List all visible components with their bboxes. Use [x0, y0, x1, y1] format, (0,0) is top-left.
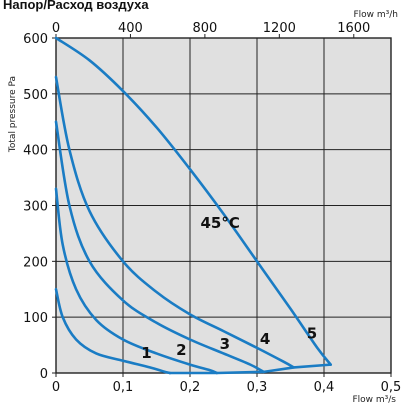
curve-1 [54, 287, 172, 375]
y-tick-label: 200 [23, 255, 48, 270]
bottom-x-ticks: 0 0,1 0,2 0,3 0,4 0,5 [52, 373, 401, 395]
curve-label-5: 5 [307, 324, 317, 342]
y-axis-label: Total pressure Pa [8, 76, 18, 153]
curve-3 [54, 120, 265, 374]
x-tick-label: 0,1 [113, 380, 134, 395]
curve-label-1: 1 [141, 344, 151, 362]
x-tick-label: 0,2 [180, 380, 201, 395]
curve-label-45°C: 45°C [200, 214, 239, 232]
y-tick-label: 300 [23, 200, 48, 215]
curve-label-4: 4 [260, 330, 270, 348]
curve-4 [54, 75, 296, 369]
x2-tick-label: 800 [192, 21, 217, 36]
x-tick-label: 0,3 [247, 380, 268, 395]
curve-2 [54, 187, 219, 375]
curve-annotations: 1 2 3 4 5 45°C [141, 214, 317, 362]
chart-title: Напор/Расход воздуха [3, 0, 149, 12]
x2-tick-label: 400 [118, 21, 143, 36]
x-tick-label: 0 [52, 380, 60, 395]
curve-5 [54, 36, 332, 366]
x2-tick-label: 0 [52, 21, 60, 36]
y-tick-label: 400 [23, 144, 48, 159]
x-tick-label: 0,4 [314, 380, 335, 395]
secondary-x-axis-label: Flow m³/h [353, 10, 398, 20]
y-tick-label: 100 [23, 311, 48, 326]
y-tick-label: 600 [23, 32, 48, 47]
x-tick-label: 0,5 [381, 380, 401, 395]
curve-label-2: 2 [176, 341, 186, 359]
y-ticks: 0 100 200 300 400 500 600 [23, 32, 56, 382]
curve-end-connector [168, 363, 332, 375]
top-x-ticks: 0 400 800 1200 1600 [52, 21, 370, 38]
x-axis-label: Flow m³/s [352, 395, 396, 405]
y-tick-label: 500 [23, 88, 48, 103]
curves [54, 36, 332, 375]
y-tick-label: 0 [40, 367, 48, 382]
x2-tick-label: 1200 [263, 21, 296, 36]
x2-tick-label: 1600 [337, 21, 370, 36]
curve-label-3: 3 [220, 335, 230, 353]
